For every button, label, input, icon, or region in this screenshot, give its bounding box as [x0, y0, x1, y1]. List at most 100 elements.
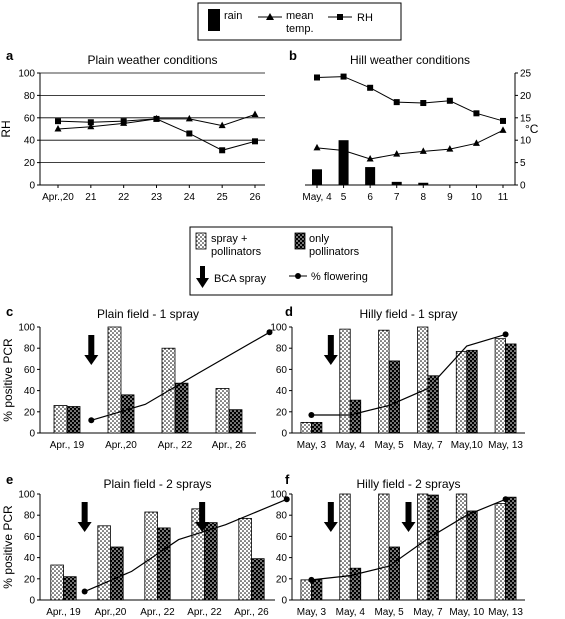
square-marker — [340, 73, 347, 80]
chart-title-c: Plain field - 1 spray — [97, 307, 199, 321]
square-marker — [473, 110, 480, 117]
spray-pollinators-bar — [144, 511, 158, 601]
spray-pollinators-bar — [417, 493, 429, 601]
triangle-marker — [366, 155, 374, 162]
y-tick-label: 80 — [24, 344, 36, 355]
y-tick-label: 0 — [29, 181, 35, 192]
flowering-line — [91, 331, 270, 421]
bca-legend-label: BCA spray — [214, 273, 266, 285]
square-marker — [393, 99, 400, 106]
only-pollinators-bar — [349, 399, 362, 434]
y-tick-label: 20 — [24, 407, 36, 418]
x-tick-label: May, 10 — [449, 607, 484, 618]
triangle-marker — [472, 139, 480, 146]
triangle-marker — [446, 145, 454, 152]
triangle-marker — [218, 121, 226, 129]
only-pollinators-bar — [251, 558, 265, 601]
flowering-marker — [88, 417, 95, 424]
only-pollinators-bar — [388, 546, 400, 601]
rain-legend-label: rain — [224, 10, 242, 22]
flowering-marker — [266, 329, 273, 336]
spray-pollinators-bar — [215, 388, 230, 434]
y-tick-label: 40 — [24, 136, 36, 147]
x-tick-label: 21 — [85, 192, 97, 203]
square-marker — [219, 147, 226, 154]
x-tick-label: 11 — [498, 192, 509, 203]
flowering-line — [84, 498, 287, 593]
spray-legend-swatch — [195, 232, 207, 250]
y-tick-label: 100 — [18, 69, 35, 80]
spray-pollinators-bar — [378, 493, 390, 601]
spray-pollinators-bar — [417, 326, 429, 434]
triangle-marker — [313, 143, 321, 151]
x-tick-label: 25 — [217, 192, 229, 203]
y-tick-label: 80 — [276, 511, 288, 522]
only-pollinators-bar — [157, 527, 171, 601]
flowering-marker — [502, 331, 509, 338]
y-tick-label: 40 — [24, 386, 36, 397]
flowering-marker — [502, 496, 509, 503]
x-tick-label: May, 7 — [413, 440, 443, 451]
spray-pollinators-bar — [300, 421, 312, 434]
x-tick-label: 8 — [421, 192, 427, 203]
flowering-line — [311, 498, 506, 581]
x-tick-label: Apr.,20 — [105, 440, 137, 451]
x-tick-label: May,10 — [451, 440, 483, 451]
only-pollinators-bar — [505, 496, 517, 601]
rain-bar — [338, 140, 349, 185]
triangle-marker — [499, 126, 507, 133]
chart-title-a: Plain weather conditions — [87, 53, 217, 67]
y-tick-label: 20 — [24, 574, 36, 585]
panel-label-e: e — [6, 472, 13, 487]
chart-title-b: Hill weather conditions — [350, 53, 470, 67]
triangle-marker — [393, 150, 401, 157]
y-tick-label: 0 — [29, 596, 35, 607]
x-tick-label: Apr., 26 — [212, 440, 247, 451]
y-tick-label: 100 — [270, 323, 287, 334]
x-tick-label: Apr., 19 — [46, 607, 81, 618]
y-tick-label: 5 — [520, 158, 526, 169]
x-tick-label: May, 3 — [297, 440, 327, 451]
chart-c: c Plain field - 1 spray 0 20 40 60 80 100% posi… — [1, 304, 273, 451]
flowering-line — [311, 333, 506, 416]
panel-label-c: c — [6, 304, 13, 319]
only-pollinators-bar — [204, 522, 218, 601]
top-legend-box — [197, 2, 402, 41]
square-marker — [252, 138, 258, 145]
charts-layer: a Plain weather conditions020406080100RHA… — [0, 48, 539, 618]
y-tick-label: 60 — [24, 365, 36, 376]
bca-spray-arrow-icon — [77, 502, 92, 532]
rain-legend-swatch — [208, 9, 220, 31]
only-pollinators-bar — [349, 567, 362, 601]
triangle-marker — [419, 147, 427, 154]
square-marker — [446, 97, 453, 104]
spray-pollinators-bar — [455, 493, 468, 601]
flowering-marker — [81, 588, 88, 595]
middle-legend: spray + pollinators only pollinators BCA… — [189, 226, 393, 296]
flowering-marker — [308, 576, 315, 583]
top-legend: rain mean temp. RH — [197, 2, 402, 41]
bca-spray-arrow-icon — [84, 335, 99, 365]
spray-pollinators-bar — [494, 338, 506, 434]
flowering-legend-label: % flowering — [311, 271, 368, 283]
spray-pollinators-bar — [494, 503, 506, 601]
spray-legend-label-2: pollinators — [211, 246, 262, 258]
only-pollinators-bar — [228, 409, 243, 434]
x-tick-label: 22 — [118, 192, 130, 203]
square-marker — [55, 118, 61, 125]
square-marker — [500, 117, 506, 124]
y-axis-title-e: % positive PCR — [1, 505, 15, 589]
only-pollinators-bar — [505, 343, 517, 434]
rain-bar — [365, 167, 376, 185]
y-tick-label: 100 — [18, 490, 35, 501]
spray-pollinators-bar — [339, 328, 351, 434]
triangle-marker — [185, 114, 193, 122]
square-marker — [420, 100, 427, 107]
x-tick-label: May, 5 — [374, 440, 404, 451]
bca-spray-arrow-icon — [323, 502, 338, 532]
spray-pollinators-bar — [50, 564, 64, 601]
x-tick-label: Apr.,20 — [42, 192, 74, 203]
y-tick-label: 80 — [24, 91, 36, 102]
chart-a: a Plain weather conditions 0 20 40 60 80 100 RH A… — [0, 48, 265, 203]
